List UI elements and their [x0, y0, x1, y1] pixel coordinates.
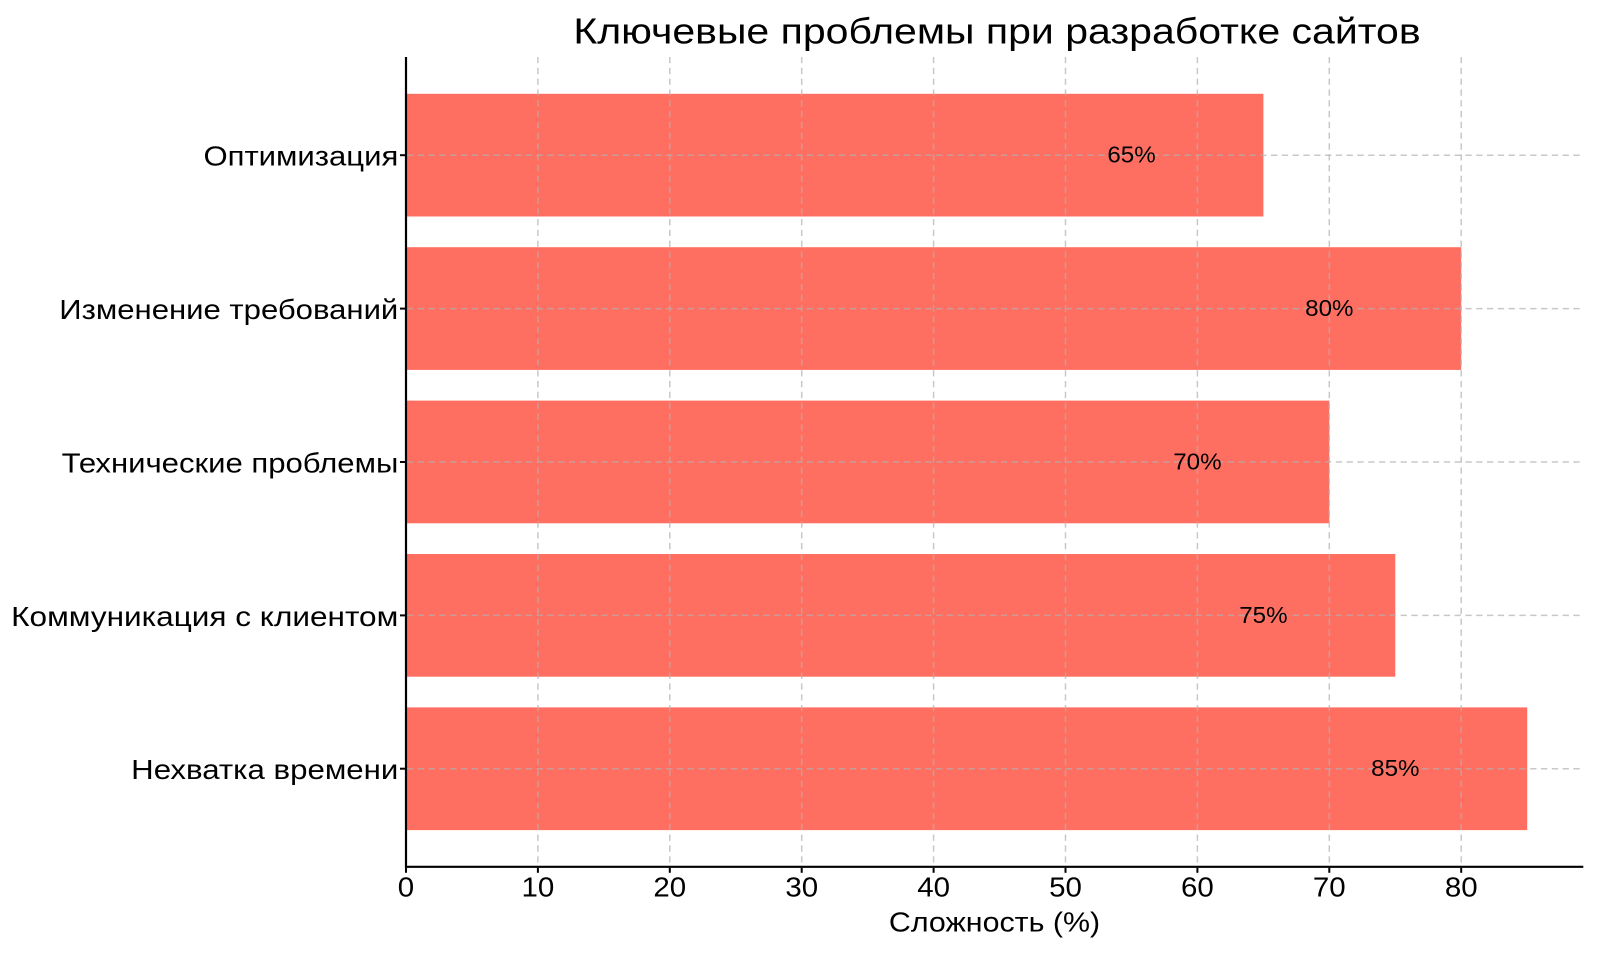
- svg-text:70%: 70%: [1173, 449, 1221, 474]
- svg-text:85%: 85%: [1371, 756, 1419, 781]
- svg-text:50: 50: [1049, 872, 1082, 903]
- svg-text:Ключевые проблемы при разработ: Ключевые проблемы при разработке сайтов: [573, 12, 1420, 52]
- svg-text:70: 70: [1313, 872, 1346, 903]
- svg-text:Коммуникация с клиентом: Коммуникация с клиентом: [11, 601, 398, 632]
- svg-text:10: 10: [522, 872, 555, 903]
- svg-text:80%: 80%: [1305, 296, 1353, 321]
- svg-text:40: 40: [917, 872, 950, 903]
- svg-text:Сложность (%): Сложность (%): [889, 908, 1100, 938]
- svg-text:0: 0: [398, 872, 414, 903]
- svg-text:Изменение требований: Изменение требований: [59, 294, 398, 325]
- svg-text:80: 80: [1445, 872, 1478, 903]
- svg-text:Оптимизация: Оптимизация: [203, 141, 398, 172]
- svg-text:Технические проблемы: Технические проблемы: [62, 448, 399, 479]
- svg-text:30: 30: [785, 872, 818, 903]
- svg-text:75%: 75%: [1239, 602, 1287, 627]
- svg-text:Нехватка времени: Нехватка времени: [131, 755, 398, 786]
- svg-text:60: 60: [1181, 872, 1214, 903]
- svg-text:65%: 65%: [1107, 142, 1155, 167]
- svg-text:20: 20: [653, 872, 686, 903]
